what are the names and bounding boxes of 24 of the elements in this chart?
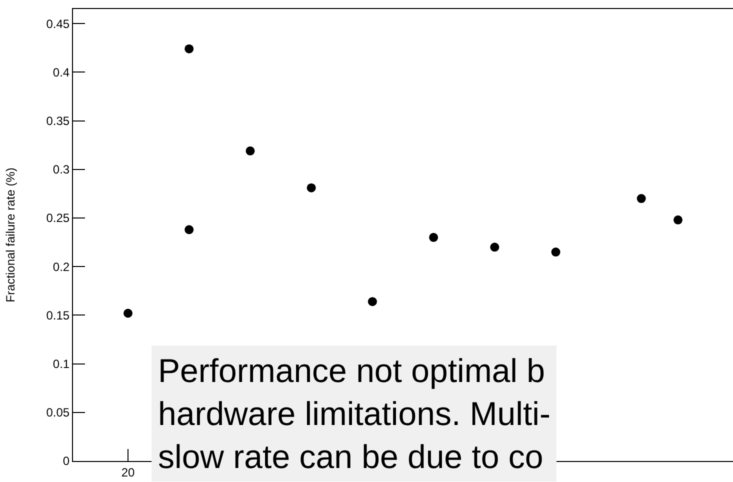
point bbox=[636, 194, 646, 204]
point bbox=[551, 248, 560, 257]
y-tick-label: 0.45 bbox=[46, 16, 70, 31]
y-tick-label: 0.05 bbox=[46, 406, 70, 420]
point bbox=[368, 297, 377, 306]
point bbox=[124, 308, 132, 318]
point bbox=[490, 242, 500, 252]
point bbox=[429, 232, 438, 242]
y-tick-label: 0.35 bbox=[46, 114, 70, 128]
annotation: Performance not optimal b hardware limitations. Multi- slow rate can be due to co bbox=[158, 352, 550, 475]
point bbox=[184, 44, 194, 54]
point bbox=[306, 183, 316, 192]
y-tick-label: 0.25 bbox=[46, 211, 70, 226]
y-tick-label: 0.3 bbox=[52, 162, 70, 177]
y-axis-title: Fractional failure rate (%) bbox=[4, 168, 18, 302]
point bbox=[184, 225, 194, 234]
x-tick-label: 20 bbox=[121, 465, 135, 480]
y-tick-label: 0.15 bbox=[46, 308, 70, 322]
point bbox=[246, 146, 255, 156]
y-tick-label: 0 bbox=[62, 454, 70, 468]
y-tick-label: 0.4 bbox=[52, 65, 70, 80]
point bbox=[674, 215, 682, 224]
y-tick-label: 0.1 bbox=[52, 357, 70, 371]
y-tick-label: 0.2 bbox=[52, 260, 70, 274]
